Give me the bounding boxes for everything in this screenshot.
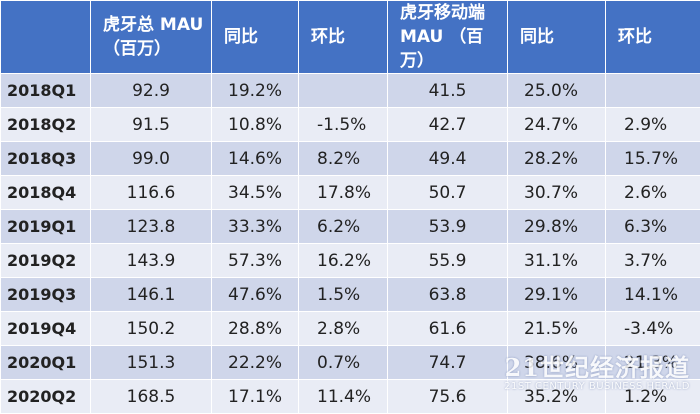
yoy-cell: 47.6%: [212, 278, 299, 312]
header-mobile-qoq: 环比: [606, 1, 700, 74]
quarter-cell: 2019Q3: [1, 278, 91, 312]
mobile-qoq-cell: 15.7%: [606, 142, 700, 176]
mobile-mau-cell: 42.7: [388, 108, 508, 142]
total-mau-cell: 91.5: [91, 108, 212, 142]
total-mau-cell: 92.9: [91, 74, 212, 108]
quarter-cell: 2020Q1: [1, 346, 91, 380]
mobile-qoq-cell: 3.7%: [606, 244, 700, 278]
quarter-cell: 2019Q2: [1, 244, 91, 278]
header-row: 虎牙总 MAU （百万） 同比 环比 虎牙移动端 MAU （百万） 同比 环比: [1, 1, 700, 74]
header-total-mau-line2: （百万）: [103, 37, 211, 61]
qoq-cell: 11.4%: [299, 380, 388, 414]
header-qoq: 环比: [299, 1, 388, 74]
qoq-cell: -1.5%: [299, 108, 388, 142]
qoq-cell: 17.8%: [299, 176, 388, 210]
mobile-qoq-cell: 14.1%: [606, 278, 700, 312]
mobile-yoy-cell: 35.2%: [508, 380, 606, 414]
quarter-cell: 2019Q1: [1, 210, 91, 244]
yoy-cell: 19.2%: [212, 74, 299, 108]
mobile-mau-cell: 55.9: [388, 244, 508, 278]
qoq-cell: 2.8%: [299, 312, 388, 346]
yoy-cell: 28.8%: [212, 312, 299, 346]
total-mau-cell: 116.6: [91, 176, 212, 210]
mobile-qoq-cell: 1.2%: [606, 380, 700, 414]
mobile-mau-cell: 63.8: [388, 278, 508, 312]
mobile-qoq-cell: 6.3%: [606, 210, 700, 244]
quarter-cell: 2018Q4: [1, 176, 91, 210]
quarter-cell: 2018Q3: [1, 142, 91, 176]
mobile-yoy-cell: 38.6%: [508, 346, 606, 380]
mobile-qoq-cell: 2.9%: [606, 108, 700, 142]
header-mobile-mau: 虎牙移动端 MAU （百万）: [388, 1, 508, 74]
mobile-yoy-cell: 24.7%: [508, 108, 606, 142]
mobile-mau-cell: 41.5: [388, 74, 508, 108]
mobile-yoy-cell: 29.1%: [508, 278, 606, 312]
mobile-qoq-cell: 2.6%: [606, 176, 700, 210]
mobile-yoy-cell: 28.2%: [508, 142, 606, 176]
qoq-cell: 6.2%: [299, 210, 388, 244]
header-mobile-mau-line1: 虎牙移动端: [400, 1, 507, 25]
header-corner-cell: [1, 1, 91, 74]
quarter-cell: 2019Q4: [1, 312, 91, 346]
mobile-yoy-cell: 30.7%: [508, 176, 606, 210]
total-mau-cell: 150.2: [91, 312, 212, 346]
mobile-qoq-cell: 21.3%: [606, 346, 700, 380]
quarter-cell: 2018Q1: [1, 74, 91, 108]
yoy-cell: 10.8%: [212, 108, 299, 142]
header-total-mau: 虎牙总 MAU （百万）: [91, 1, 212, 74]
header-mobile-yoy: 同比: [508, 1, 606, 74]
header-mobile-mau-line2: MAU （百万）: [400, 25, 507, 73]
mobile-mau-cell: 49.4: [388, 142, 508, 176]
header-total-mau-line1: 虎牙总 MAU: [103, 13, 211, 37]
quarter-cell: 2020Q2: [1, 380, 91, 414]
header-yoy: 同比: [212, 1, 299, 74]
total-mau-cell: 123.8: [91, 210, 212, 244]
mobile-yoy-cell: 29.8%: [508, 210, 606, 244]
mobile-yoy-cell: 21.5%: [508, 312, 606, 346]
total-mau-cell: 151.3: [91, 346, 212, 380]
mobile-mau-cell: 74.7: [388, 346, 508, 380]
mobile-mau-cell: 61.6: [388, 312, 508, 346]
total-mau-cell: 143.9: [91, 244, 212, 278]
qoq-cell: [299, 74, 388, 108]
qoq-cell: 1.5%: [299, 278, 388, 312]
mobile-mau-cell: 75.6: [388, 380, 508, 414]
mobile-yoy-cell: 25.0%: [508, 74, 606, 108]
yoy-cell: 17.1%: [212, 380, 299, 414]
yoy-cell: 34.5%: [212, 176, 299, 210]
yoy-cell: 22.2%: [212, 346, 299, 380]
mobile-mau-cell: 50.7: [388, 176, 508, 210]
mobile-mau-cell: 53.9: [388, 210, 508, 244]
mobile-qoq-cell: -3.4%: [606, 312, 700, 346]
quarter-cell: 2018Q2: [1, 108, 91, 142]
yoy-cell: 33.3%: [212, 210, 299, 244]
qoq-cell: 8.2%: [299, 142, 388, 176]
qoq-cell: 16.2%: [299, 244, 388, 278]
qoq-cell: 0.7%: [299, 346, 388, 380]
mobile-qoq-cell: [606, 74, 700, 108]
total-mau-cell: 99.0: [91, 142, 212, 176]
total-mau-cell: 146.1: [91, 278, 212, 312]
yoy-cell: 14.6%: [212, 142, 299, 176]
yoy-cell: 57.3%: [212, 244, 299, 278]
mobile-yoy-cell: 31.1%: [508, 244, 606, 278]
total-mau-cell: 168.5: [91, 380, 212, 414]
